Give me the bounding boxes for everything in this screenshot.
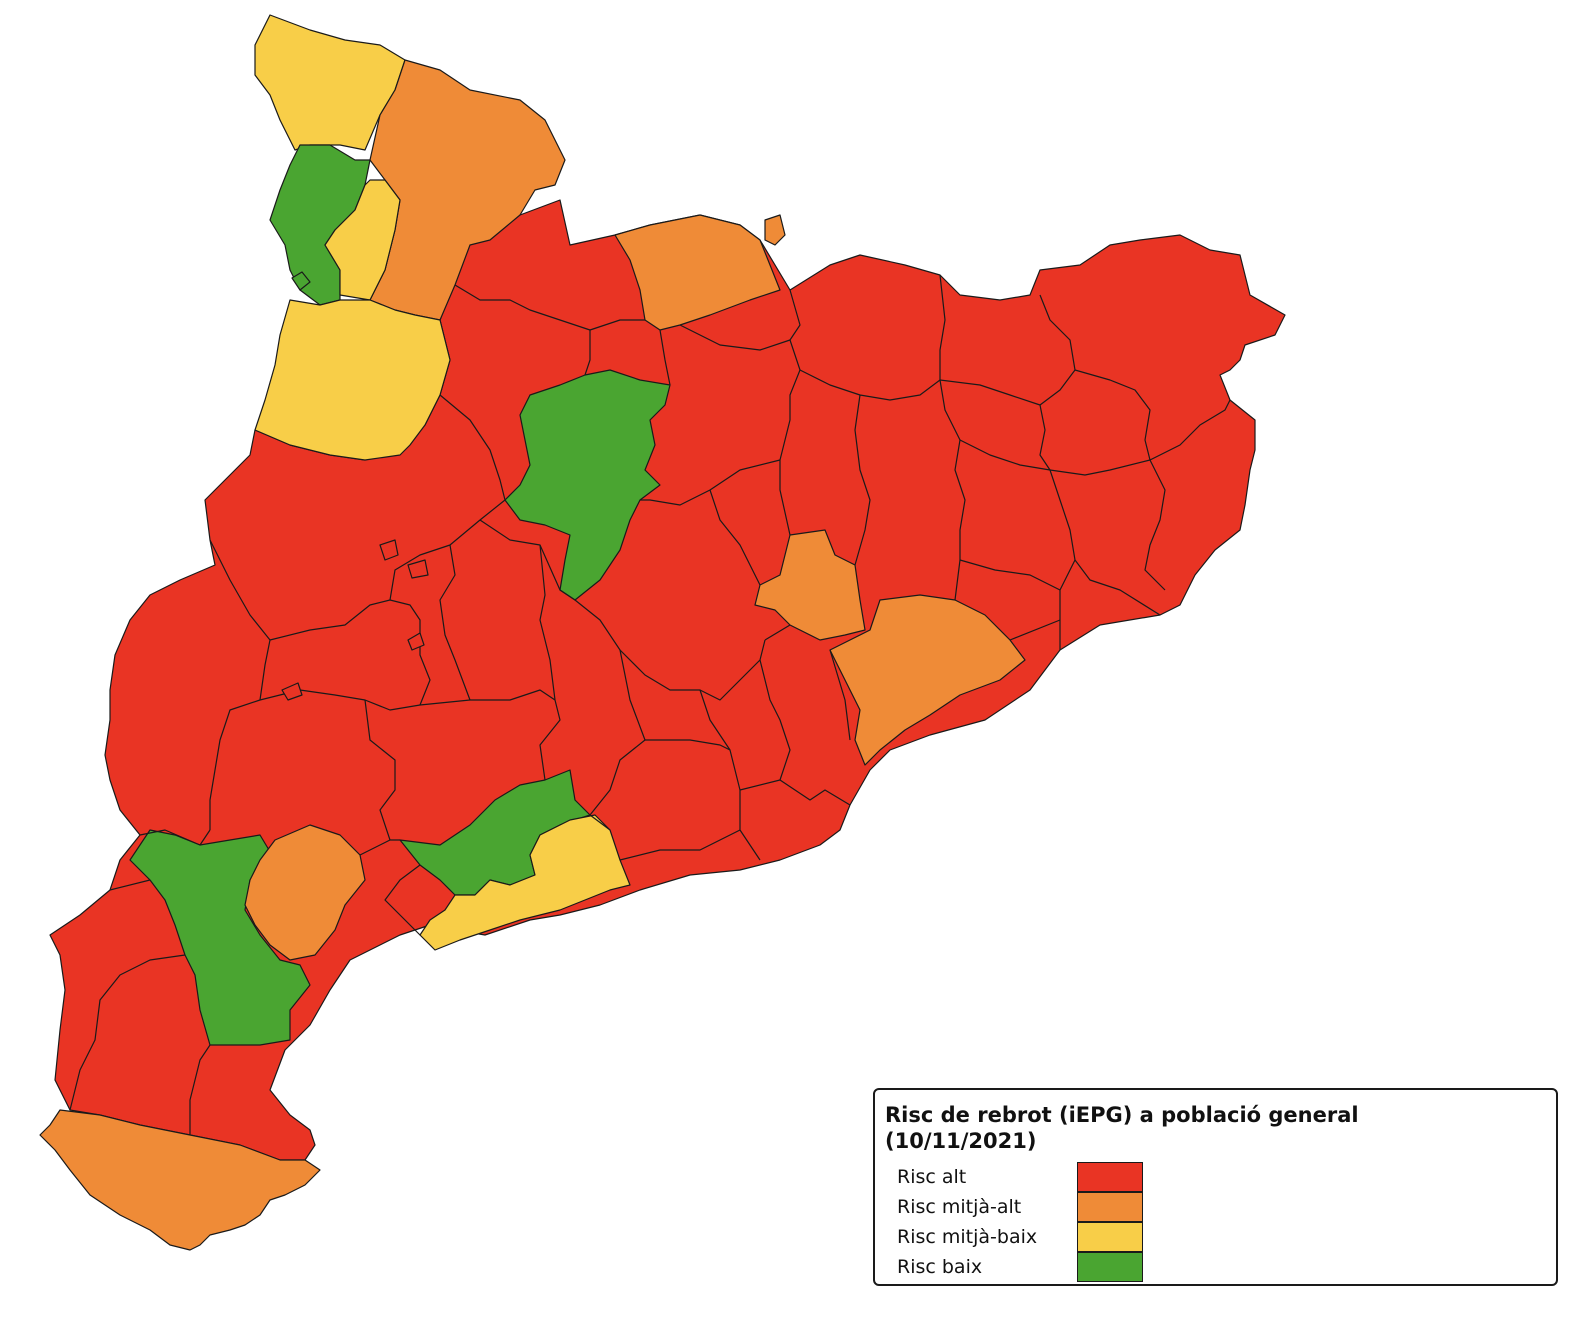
legend-label: Risc mitjà-alt bbox=[897, 1196, 1022, 1218]
legend-item-alt: Risc alt bbox=[897, 1162, 1197, 1192]
legend-swatch-mitja-alt bbox=[1077, 1192, 1143, 1222]
legend-item-mitja-alt: Risc mitjà-alt bbox=[897, 1192, 1197, 1222]
region-montsia-mid-high bbox=[39, 1109, 321, 1251]
legend-label: Risc mitjà-baix bbox=[897, 1226, 1038, 1248]
region-alt-camp-mid-low bbox=[419, 814, 631, 951]
region-valles-oriental-mid-high bbox=[829, 594, 1026, 766]
legend-swatch-alt bbox=[1077, 1162, 1143, 1192]
map-legend: Risc de rebrot (iEPG) a població general… bbox=[873, 1088, 1558, 1286]
legend-title: Risc de rebrot (iEPG) a població general bbox=[885, 1103, 1359, 1127]
legend-date: (10/11/2021) bbox=[885, 1129, 1037, 1153]
region-moianes-mid-high bbox=[754, 529, 866, 641]
enclave-small-3 bbox=[281, 682, 303, 701]
legend-item-mitja-baix: Risc mitjà-baix bbox=[897, 1222, 1197, 1252]
legend-swatch-mitja-baix bbox=[1077, 1222, 1143, 1252]
region-pallars-jussa-upper-mid-low bbox=[324, 179, 401, 301]
region-pallars-mid-high bbox=[369, 59, 566, 321]
enclave-small-1 bbox=[379, 539, 399, 561]
region-main-high-risk bbox=[49, 199, 1286, 1161]
legend-label: Risc baix bbox=[897, 1256, 983, 1278]
comarca-borders bbox=[69, 274, 1231, 1135]
enclave-small-4 bbox=[407, 632, 425, 651]
enclave-small-2 bbox=[407, 559, 429, 579]
region-cerdanya-mid-high bbox=[614, 214, 781, 331]
legend-item-baix: Risc baix bbox=[897, 1252, 1197, 1282]
region-solsones-low bbox=[504, 369, 671, 601]
region-llivia-mid-high bbox=[764, 214, 786, 246]
region-north-west-mid-low bbox=[254, 14, 406, 151]
legend-swatch-baix bbox=[1077, 1252, 1143, 1282]
region-pallars-jussa-mid-low bbox=[254, 299, 451, 461]
enclave-green-lake bbox=[291, 271, 311, 291]
legend-label: Risc alt bbox=[897, 1166, 967, 1188]
region-ribera-ebre-mid-high bbox=[244, 824, 366, 961]
